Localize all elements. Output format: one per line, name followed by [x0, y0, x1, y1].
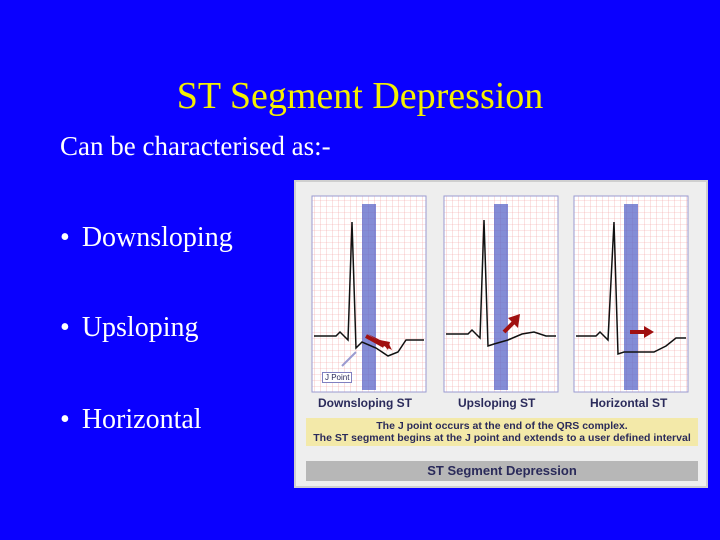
bullet-dot: • [60, 222, 70, 253]
ecg-trace [576, 221, 686, 356]
bullet-text: Upsloping [81, 312, 199, 343]
bullet-text: Horizontal [81, 404, 202, 435]
ecg-trace [446, 219, 556, 348]
bullet-dot: • [60, 404, 70, 435]
bullet-item: • Downsloping [60, 222, 233, 254]
jpoint-label: J Point [322, 372, 353, 383]
panel-label-upsloping: Upsloping ST [458, 396, 536, 410]
arrow-shaft [365, 334, 385, 348]
highlight-band [494, 204, 508, 390]
arrow-up-right-icon [508, 314, 520, 328]
bullet-item: • Horizontal [60, 404, 202, 436]
slide-title: ST Segment Depression [176, 75, 544, 117]
highlight-band [624, 204, 638, 390]
note-line: The J point occurs at the end of the QRS… [376, 420, 628, 432]
slide-subtitle: Can be characterised as:- [60, 131, 331, 161]
jpoint-pointer [341, 351, 357, 367]
ecg-illustration [311, 195, 689, 393]
ecg-panel-horizontal [573, 195, 689, 393]
ecg-trace [314, 221, 424, 357]
note-line: The ST segment begins at the J point and… [313, 432, 691, 444]
ecg-figure: J Point Downsloping ST Upsloping ST Hori… [294, 180, 708, 488]
panel-label-horizontal: Horizontal ST [590, 396, 668, 410]
bullet-text: Downsloping [81, 222, 233, 253]
bullet-dot: • [60, 312, 70, 343]
highlight-band [362, 204, 376, 390]
bullet-item: • Upsloping [60, 312, 199, 344]
panel-label-downsloping: Downsloping ST [318, 396, 412, 410]
figure-note: The J point occurs at the end of the QRS… [306, 418, 698, 446]
ecg-panel-downsloping [311, 195, 427, 393]
ecg-panel-upsloping [443, 195, 559, 393]
figure-caption: ST Segment Depression [306, 461, 698, 481]
arrow-right-icon [644, 326, 654, 338]
